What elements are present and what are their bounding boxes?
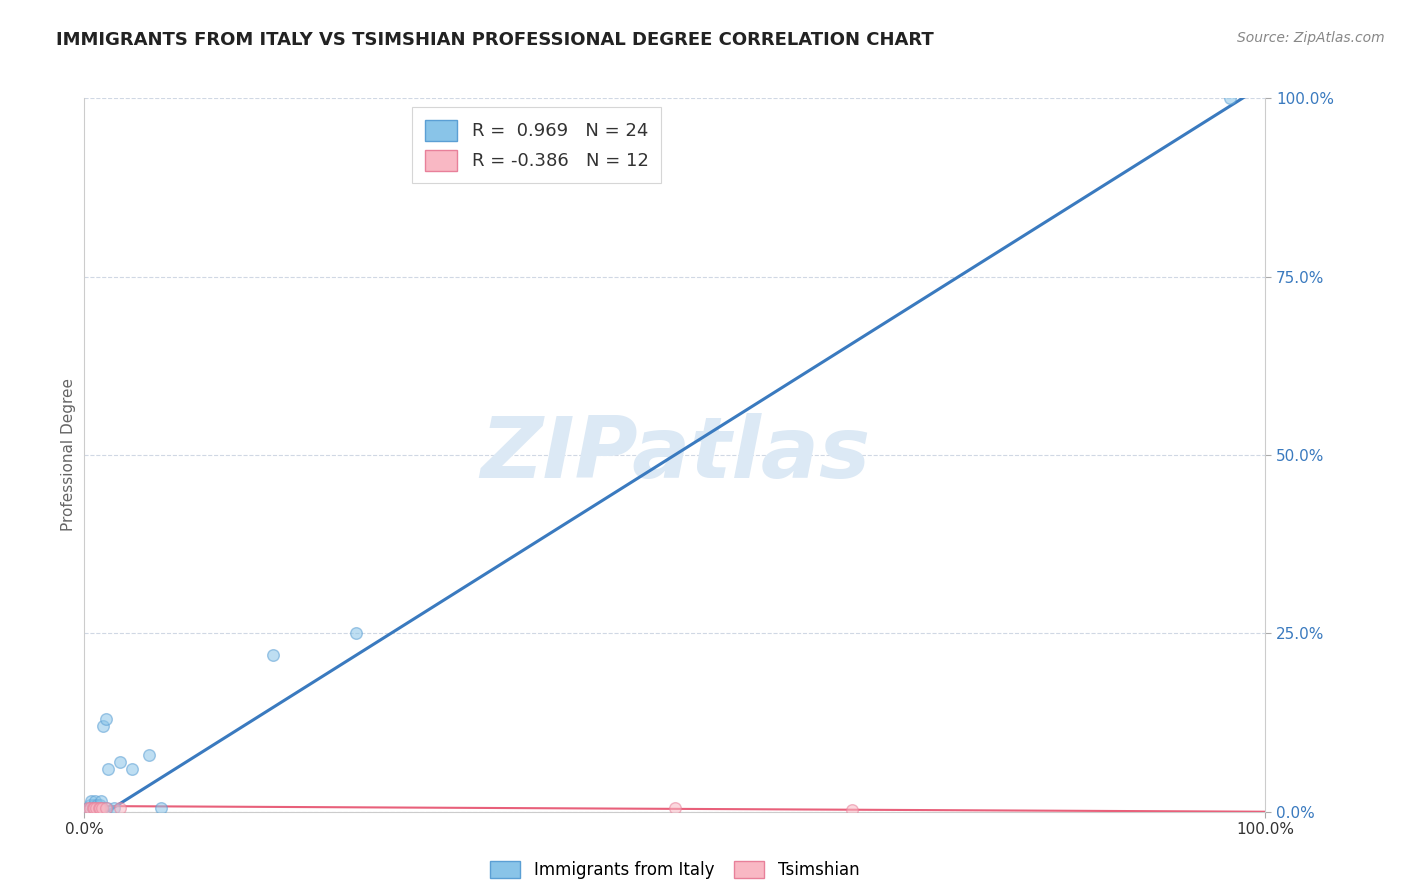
Text: ZIPatlas: ZIPatlas xyxy=(479,413,870,497)
Point xyxy=(108,801,131,815)
Point xyxy=(84,801,107,815)
Point xyxy=(82,801,104,815)
Point xyxy=(87,801,110,815)
Point xyxy=(84,801,107,815)
Point xyxy=(121,762,143,776)
Point xyxy=(77,801,100,815)
Point xyxy=(90,794,112,808)
Point xyxy=(89,797,111,812)
Point xyxy=(344,626,367,640)
Point xyxy=(80,794,103,808)
Text: Source: ZipAtlas.com: Source: ZipAtlas.com xyxy=(1237,31,1385,45)
Point xyxy=(91,801,114,815)
Point xyxy=(1219,91,1241,105)
Point xyxy=(97,762,120,776)
Point xyxy=(94,712,117,726)
Point xyxy=(86,797,108,812)
Point xyxy=(79,797,101,812)
Point xyxy=(84,794,107,808)
Point xyxy=(87,801,110,815)
Point xyxy=(79,801,101,815)
Point xyxy=(96,801,118,815)
Point xyxy=(103,801,125,815)
Point xyxy=(83,797,105,812)
Point xyxy=(94,801,117,815)
Legend: Immigrants from Italy, Tsimshian: Immigrants from Italy, Tsimshian xyxy=(484,854,866,886)
Text: IMMIGRANTS FROM ITALY VS TSIMSHIAN PROFESSIONAL DEGREE CORRELATION CHART: IMMIGRANTS FROM ITALY VS TSIMSHIAN PROFE… xyxy=(56,31,934,49)
Point xyxy=(841,803,863,817)
Point xyxy=(91,801,114,815)
Y-axis label: Professional Degree: Professional Degree xyxy=(60,378,76,532)
Point xyxy=(138,747,160,762)
Point xyxy=(150,801,173,815)
Point xyxy=(82,801,104,815)
Point xyxy=(262,648,284,662)
Point xyxy=(91,719,114,733)
Point xyxy=(89,801,111,815)
Point xyxy=(77,801,100,815)
Point xyxy=(108,755,131,769)
Point xyxy=(664,801,686,815)
Point xyxy=(83,801,105,815)
